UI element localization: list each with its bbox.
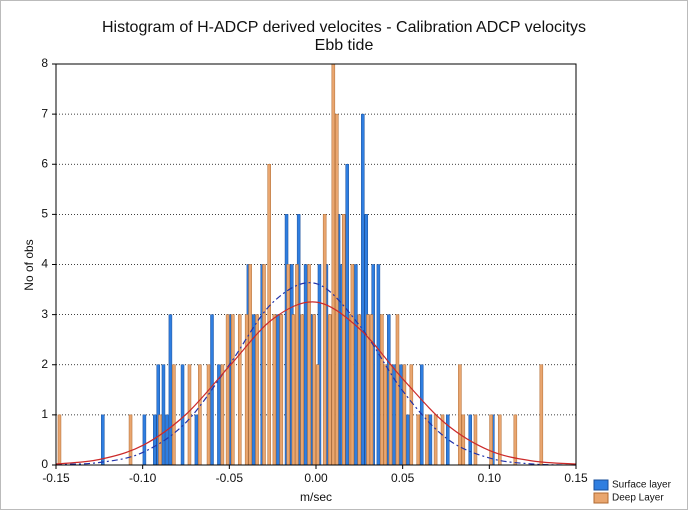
plot-border — [55, 63, 577, 466]
x-tick-label: -0.05 — [216, 471, 244, 485]
bar — [539, 364, 544, 466]
y-tick-label: 4 — [41, 257, 48, 271]
y-tick-label: 0 — [41, 457, 48, 471]
bar — [248, 264, 252, 466]
bar — [168, 314, 173, 466]
bar — [406, 414, 410, 466]
x-tick-label: -0.15 — [42, 471, 70, 485]
chart-subtitle: Ebb tide — [315, 37, 374, 54]
bar — [399, 364, 403, 466]
x-axis-label: m/sec — [300, 490, 332, 504]
bar — [276, 314, 280, 466]
bar — [335, 113, 339, 466]
y-tick-label: 2 — [41, 357, 48, 371]
bar — [180, 364, 185, 466]
bar — [206, 364, 211, 466]
bar — [433, 414, 438, 466]
bar — [225, 314, 230, 466]
bar — [172, 364, 176, 466]
bar — [231, 314, 235, 466]
bar — [380, 314, 384, 466]
bar — [331, 63, 336, 466]
bar — [101, 414, 105, 466]
bar — [341, 214, 346, 466]
bar — [57, 414, 62, 466]
bar — [295, 264, 299, 466]
bar — [409, 364, 414, 466]
y-tick-label: 1 — [41, 407, 48, 421]
bar — [303, 264, 308, 466]
x-tick-label: 0.10 — [478, 471, 502, 485]
y-tick-label: 3 — [41, 307, 48, 321]
bar — [461, 414, 466, 466]
bar — [376, 264, 381, 466]
bar — [198, 364, 202, 466]
bar — [286, 264, 291, 466]
bar — [489, 414, 493, 466]
bar — [383, 364, 388, 466]
fit-curve — [55, 282, 577, 466]
y-tick-label: 6 — [41, 156, 48, 170]
fit-curve — [55, 301, 577, 465]
bar — [279, 314, 284, 466]
bar — [458, 364, 462, 466]
x-tick-label: 0.05 — [391, 471, 415, 485]
bar — [497, 414, 502, 466]
bar — [187, 364, 192, 466]
bar — [307, 264, 311, 466]
bar — [291, 314, 296, 466]
bar — [262, 264, 266, 466]
x-tick-label: 0.00 — [304, 471, 328, 485]
bar — [416, 414, 421, 466]
bar — [153, 414, 157, 466]
bar — [445, 414, 450, 466]
bar — [395, 314, 400, 466]
bar — [272, 314, 277, 466]
bar — [345, 164, 349, 466]
legend-label: Surface layer — [612, 480, 672, 491]
legend-swatch — [593, 479, 609, 491]
bar — [354, 264, 358, 466]
bar — [361, 113, 365, 466]
legend-label: Deep Layer — [612, 493, 664, 504]
bar — [388, 364, 393, 466]
chart-title: Histogram of H-ADCP derived velocites - … — [102, 19, 586, 36]
x-tick-label: 0.15 — [564, 471, 588, 485]
y-tick-label: 7 — [41, 106, 48, 120]
bar — [369, 314, 374, 466]
y-axis-label: No of obs — [22, 239, 36, 290]
y-tick-label: 5 — [41, 207, 48, 221]
bar — [161, 364, 166, 466]
bar — [300, 314, 304, 466]
bar — [312, 314, 317, 466]
bar — [425, 414, 429, 466]
y-tick-label: 8 — [41, 56, 48, 70]
bar — [255, 314, 259, 466]
bar — [158, 414, 162, 466]
bar — [473, 414, 478, 466]
legend-swatch — [593, 492, 609, 504]
bar — [357, 314, 362, 466]
bar — [237, 314, 242, 466]
bar — [194, 414, 199, 466]
bar — [315, 364, 320, 466]
bar — [244, 314, 249, 466]
bar — [220, 364, 225, 466]
x-tick-label: -0.10 — [129, 471, 157, 485]
bar — [142, 414, 147, 466]
bar — [322, 214, 327, 466]
bar — [328, 314, 332, 466]
bar — [267, 164, 271, 466]
bar — [350, 264, 355, 466]
